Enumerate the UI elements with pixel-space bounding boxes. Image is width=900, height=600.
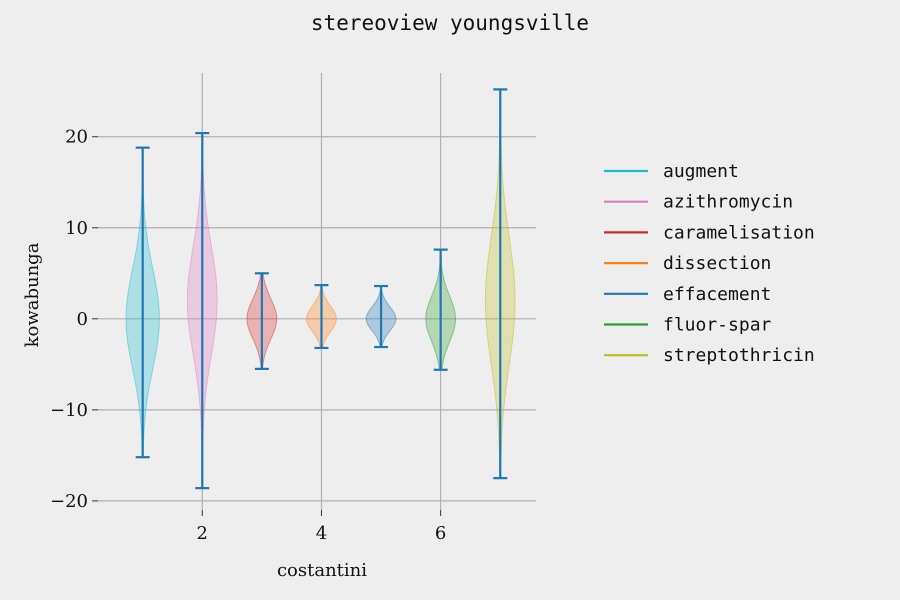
chart-title: stereoview youngsville (311, 11, 589, 35)
x-tick-label: 6 (435, 523, 446, 544)
y-tick-label: 20 (65, 127, 88, 148)
x-axis-label: costantini (277, 560, 367, 581)
y-tick-label: −20 (50, 491, 88, 512)
violin-layer (125, 88, 516, 490)
x-tick-label: 4 (316, 523, 327, 544)
x-tick-label: 2 (197, 523, 208, 544)
legend-label-effacement: effacement (663, 284, 771, 305)
legend-label-streptothricin: streptothricin (663, 345, 815, 366)
legend-label-azithromycin: azithromycin (663, 192, 793, 213)
grid-layer (98, 73, 536, 510)
legend-label-augment: augment (663, 161, 739, 182)
y-tick-label: 10 (65, 218, 88, 239)
legend-label-dissection: dissection (663, 253, 771, 274)
y-axis-label: kowabunga (22, 242, 43, 347)
legend-label-fluor-spar: fluor-spar (663, 315, 772, 336)
legend-label-caramelisation: caramelisation (663, 222, 815, 243)
y-tick-label: 0 (77, 309, 88, 330)
legend: augment azithromycin caramelisation dissect… (604, 161, 815, 366)
axis-layer: −20 −10 0 10 20 2 4 6 (50, 127, 446, 544)
y-tick-label: −10 (50, 400, 88, 421)
